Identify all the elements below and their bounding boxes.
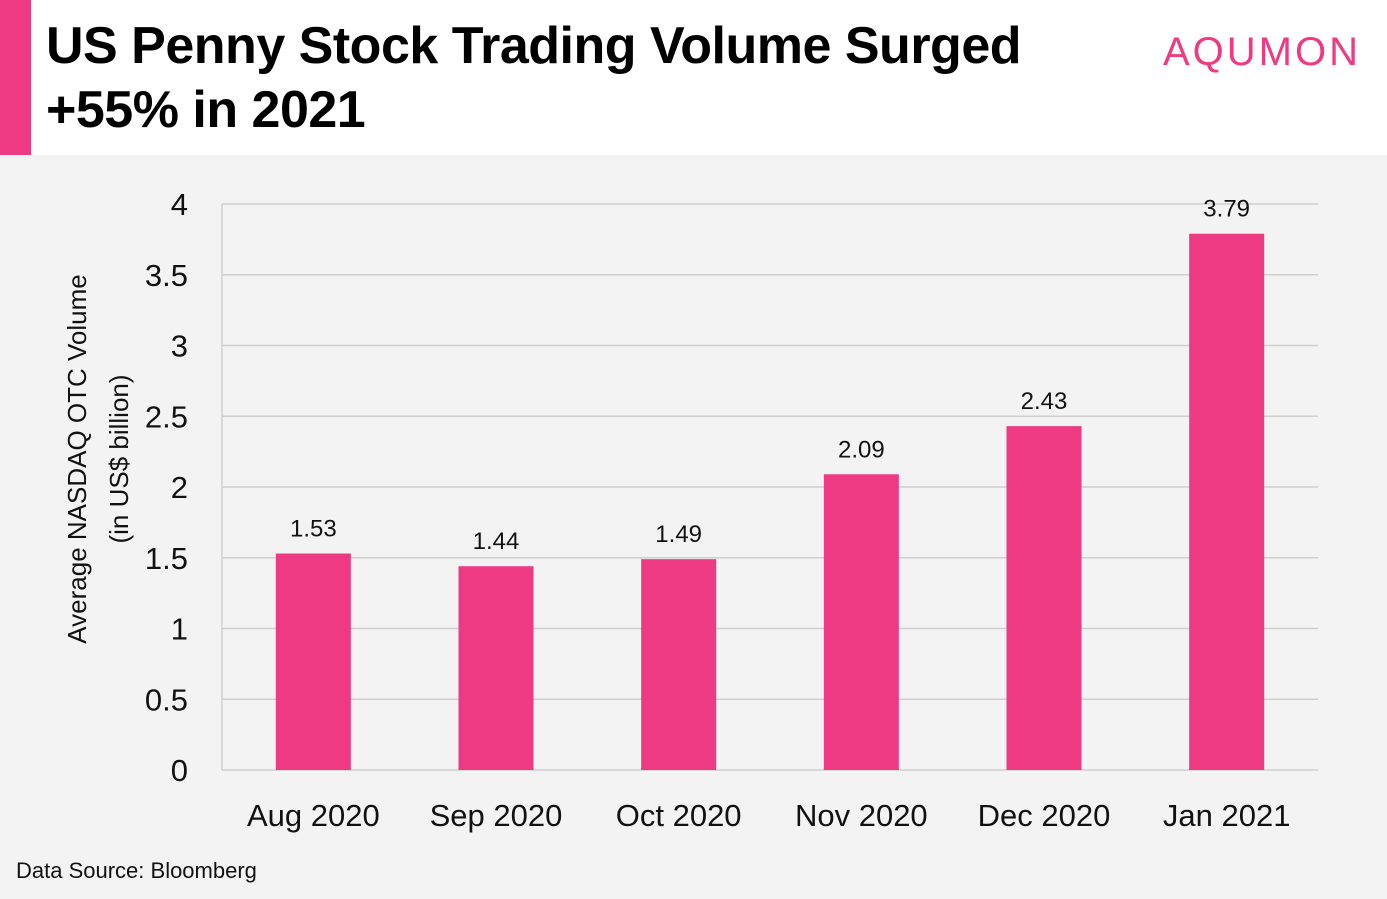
y-tick-label: 2 (171, 470, 188, 505)
x-axis-ticks: Aug 2020 Sep 2020 Oct 2020 Nov 2020 Dec 2020… (247, 798, 1290, 833)
y-axis-title-line1: Average NASDAQ OTC Volume (62, 274, 92, 643)
y-tick-label: 4 (171, 187, 188, 222)
y-axis-ticks: 0 0.5 1 1.5 2 2.5 3 3.5 4 (145, 187, 188, 788)
bar (458, 566, 534, 770)
y-tick-label: 2.5 (145, 399, 188, 434)
y-axis-title-line2: (in US$ billion) (104, 374, 134, 543)
y-tick-label: 1.5 (145, 541, 188, 576)
gridlines (221, 203, 1318, 771)
y-tick-label: 3 (171, 329, 188, 364)
x-tick-label: Jan 2021 (1163, 798, 1291, 833)
brand-logo: AQUMON (1163, 30, 1361, 74)
data-label: 1.53 (290, 516, 337, 543)
y-axis-title: Average NASDAQ OTC Volume (in US$ billion… (62, 274, 134, 643)
accent-bar (0, 0, 31, 155)
x-tick-label: Sep 2020 (430, 798, 563, 833)
y-tick-label: 3.5 (145, 258, 188, 293)
data-label: 1.44 (473, 528, 520, 555)
bar (641, 559, 717, 770)
bar (275, 553, 351, 770)
bar (1189, 233, 1265, 771)
y-tick-label: 1 (171, 612, 188, 647)
x-tick-label: Aug 2020 (247, 798, 380, 833)
chart-title: US Penny Stock Trading Volume Surged +55… (46, 17, 1022, 139)
data-label: 2.43 (1021, 388, 1068, 415)
x-tick-label: Dec 2020 (978, 798, 1111, 833)
x-tick-label: Nov 2020 (795, 798, 928, 833)
y-tick-label: 0 (171, 753, 188, 788)
bars (275, 233, 1265, 771)
data-label: 1.49 (655, 521, 702, 548)
bar (823, 474, 899, 770)
data-source-note: Data Source: Bloomberg (16, 858, 257, 883)
bar (1006, 426, 1082, 770)
data-label: 2.09 (838, 436, 885, 463)
data-labels: 1.53 1.44 1.49 2.09 2.43 3.79 (290, 196, 1250, 556)
header: US Penny Stock Trading Volume Surged +55… (0, 0, 1387, 155)
x-tick-label: Oct 2020 (616, 798, 742, 833)
y-tick-label: 0.5 (145, 682, 188, 717)
data-label: 3.79 (1203, 196, 1250, 223)
